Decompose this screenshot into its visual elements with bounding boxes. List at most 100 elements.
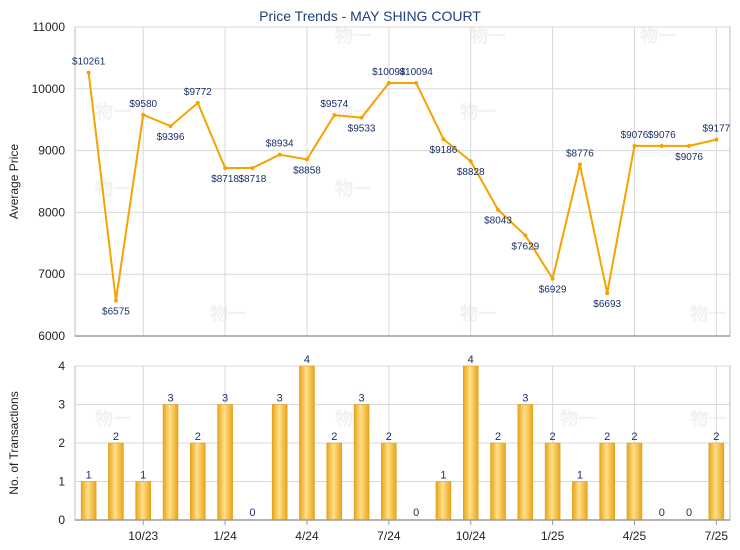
price-y-axis-label: Average Price: [7, 144, 21, 219]
transactions-bar: [517, 404, 534, 521]
watermark-text: 物一: [690, 408, 726, 430]
transactions-bar: [381, 442, 397, 521]
transactions-data-label: 4: [304, 354, 310, 366]
price-data-label: $6929: [539, 285, 567, 296]
price-data-label: $8043: [484, 216, 512, 227]
price-data-label: $8718: [238, 174, 266, 185]
transactions-data-label: 0: [413, 507, 419, 519]
watermark-text: 物一: [210, 303, 246, 325]
price-data-label: $6693: [593, 299, 621, 310]
price-point: [141, 112, 146, 117]
price-data-label: $9076: [621, 130, 649, 141]
price-y-tick-label: 11000: [33, 20, 66, 34]
price-data-label: $8828: [457, 167, 485, 178]
x-tick-label: 7/25: [705, 529, 729, 543]
chart-title: Price Trends - MAY SHING COURT: [259, 8, 481, 24]
transactions-bar: [599, 442, 615, 521]
transactions-bar: [271, 404, 288, 521]
price-point: [332, 113, 337, 118]
transactions-bar: [435, 481, 452, 521]
price-point: [359, 115, 364, 120]
price-point: [632, 143, 637, 148]
transactions-bar: [108, 442, 124, 521]
price-point: [386, 80, 391, 85]
price-y-tick-label: 8000: [38, 205, 65, 219]
price-y-tick-label: 6000: [38, 329, 65, 343]
price-data-label: $9186: [430, 145, 458, 156]
price-series-line: [87, 72, 717, 302]
transactions-bar: [626, 442, 643, 521]
transactions-bar: [708, 442, 725, 521]
price-point: [86, 70, 91, 75]
price-data-label: $10094: [399, 67, 433, 78]
price-point: [414, 80, 419, 85]
transactions-data-label: 2: [713, 431, 719, 443]
price-data-label: $10261: [72, 57, 106, 68]
transactions-data-label: 1: [86, 470, 92, 482]
transactions-data-label: 3: [359, 393, 365, 405]
transactions-bar: [544, 442, 561, 521]
price-point: [277, 152, 282, 157]
price-point: [195, 100, 200, 105]
watermark-text: 物一: [460, 101, 496, 123]
transactions-data-label: 2: [495, 431, 501, 443]
transactions-bar: [162, 404, 179, 521]
transactions-y-tick-label: 1: [58, 475, 65, 489]
watermark-text: 物一: [95, 101, 131, 123]
price-y-tick-label: 7000: [38, 267, 65, 281]
x-tick-label: 4/24: [295, 529, 319, 543]
price-point: [577, 162, 582, 167]
transactions-data-label: 2: [113, 431, 119, 443]
watermark-text: 物一: [560, 408, 596, 430]
watermark-text: 物一: [460, 303, 496, 325]
transactions-data-label: 2: [195, 431, 201, 443]
price-data-label: $9574: [320, 99, 348, 110]
transactions-data-label: 1: [577, 470, 583, 482]
watermark-text: 物一: [95, 178, 131, 200]
price-data-label: $9580: [129, 99, 157, 110]
transactions-bar: [572, 481, 588, 521]
transactions-y-tick-label: 3: [58, 398, 65, 412]
transactions-bar: [490, 442, 506, 521]
transactions-y-axis-label: No. of Transactions: [7, 391, 21, 494]
transactions-data-label: 2: [604, 431, 610, 443]
price-point: [113, 298, 118, 303]
price-data-label: $8718: [211, 174, 239, 185]
watermark-text: 物一: [95, 408, 131, 430]
transactions-panel: 0 1 2 3 4 No. of Transactions 1 2 1 3 2 3 0 3 4 2 3 2 0 1 4 2…: [7, 354, 731, 543]
price-data-label: $9772: [184, 87, 212, 98]
price-point: [468, 159, 473, 164]
watermark-text: 物一: [690, 303, 726, 325]
transactions-bar: [217, 404, 233, 521]
transactions-data-label: 2: [550, 431, 556, 443]
price-data-label: $9177: [702, 124, 730, 135]
price-data-label: $9076: [648, 130, 676, 141]
watermark-text: 物一: [335, 25, 371, 47]
price-data-label: $8858: [293, 165, 321, 176]
transactions-data-label: 1: [140, 470, 146, 482]
price-point: [223, 166, 228, 171]
transactions-data-label: 2: [631, 431, 637, 443]
transactions-data-label: 3: [167, 393, 173, 405]
transactions-data-label: 3: [222, 393, 228, 405]
price-point: [550, 276, 555, 281]
transactions-bar: [326, 442, 343, 521]
price-point: [250, 166, 255, 171]
transactions-bar: [190, 442, 206, 521]
transactions-data-label: 4: [468, 354, 474, 366]
transactions-data-label: 0: [659, 507, 665, 519]
price-point: [605, 291, 610, 296]
price-data-label: $8934: [266, 139, 294, 150]
price-data-label: $8776: [566, 148, 594, 159]
transactions-bar: [135, 481, 151, 521]
transactions-data-label: 0: [249, 507, 255, 519]
transactions-bar: [462, 365, 479, 521]
price-point: [523, 233, 528, 238]
price-point: [659, 143, 664, 148]
price-panel: 6000 7000 8000 9000 10000 11000 Average Price $…: [7, 20, 731, 343]
price-data-label: $6575: [102, 306, 130, 317]
price-data-label: $9533: [348, 124, 376, 135]
transactions-data-label: 1: [440, 470, 446, 482]
transactions-y-tick-label: 4: [58, 359, 65, 373]
